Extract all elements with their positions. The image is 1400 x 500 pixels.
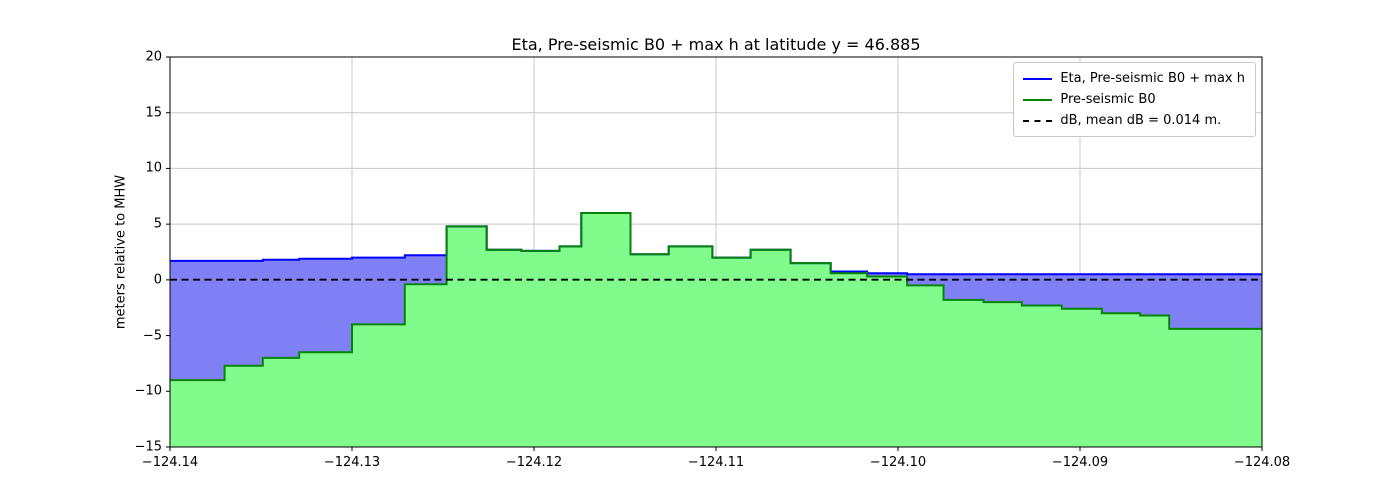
y-tick-label: −15 — [134, 439, 162, 455]
x-tick-label: −124.08 — [1233, 455, 1291, 470]
legend-line-sample-db — [1023, 119, 1053, 122]
x-tick-label: −124.12 — [505, 455, 563, 470]
legend: Eta, Pre-seismic B0 + max h Pre-seismic … — [1013, 62, 1256, 137]
legend-label-eta: Eta, Pre-seismic B0 + max h — [1060, 71, 1245, 86]
y-tick-label: 10 — [145, 160, 162, 176]
x-tick-label: −124.09 — [1051, 455, 1109, 470]
legend-label-db: dB, mean dB = 0.014 m. — [1060, 113, 1222, 128]
legend-entry-b0: Pre-seismic B0 — [1023, 92, 1245, 107]
x-tick-label: −124.11 — [687, 455, 745, 470]
x-tick-label: −124.10 — [869, 455, 927, 470]
y-tick-label: −10 — [134, 383, 162, 399]
y-tick-label: −5 — [142, 328, 162, 344]
y-axis-label: meters relative to MHW — [113, 174, 129, 330]
y-tick-label: 5 — [153, 216, 162, 232]
y-tick-label: 15 — [145, 105, 162, 121]
legend-entry-eta: Eta, Pre-seismic B0 + max h — [1023, 71, 1245, 86]
x-tick-label: −124.13 — [323, 455, 381, 470]
x-tick-label: −124.14 — [141, 455, 199, 470]
y-tick-label: 0 — [153, 272, 162, 288]
legend-line-sample-b0 — [1023, 98, 1053, 101]
legend-entry-db: dB, mean dB = 0.014 m. — [1023, 113, 1245, 128]
legend-label-b0: Pre-seismic B0 — [1060, 92, 1156, 107]
legend-line-sample-eta — [1023, 77, 1053, 80]
y-tick-label: 20 — [145, 49, 162, 65]
chart-title: Eta, Pre-seismic B0 + max h at latitude … — [511, 35, 921, 54]
